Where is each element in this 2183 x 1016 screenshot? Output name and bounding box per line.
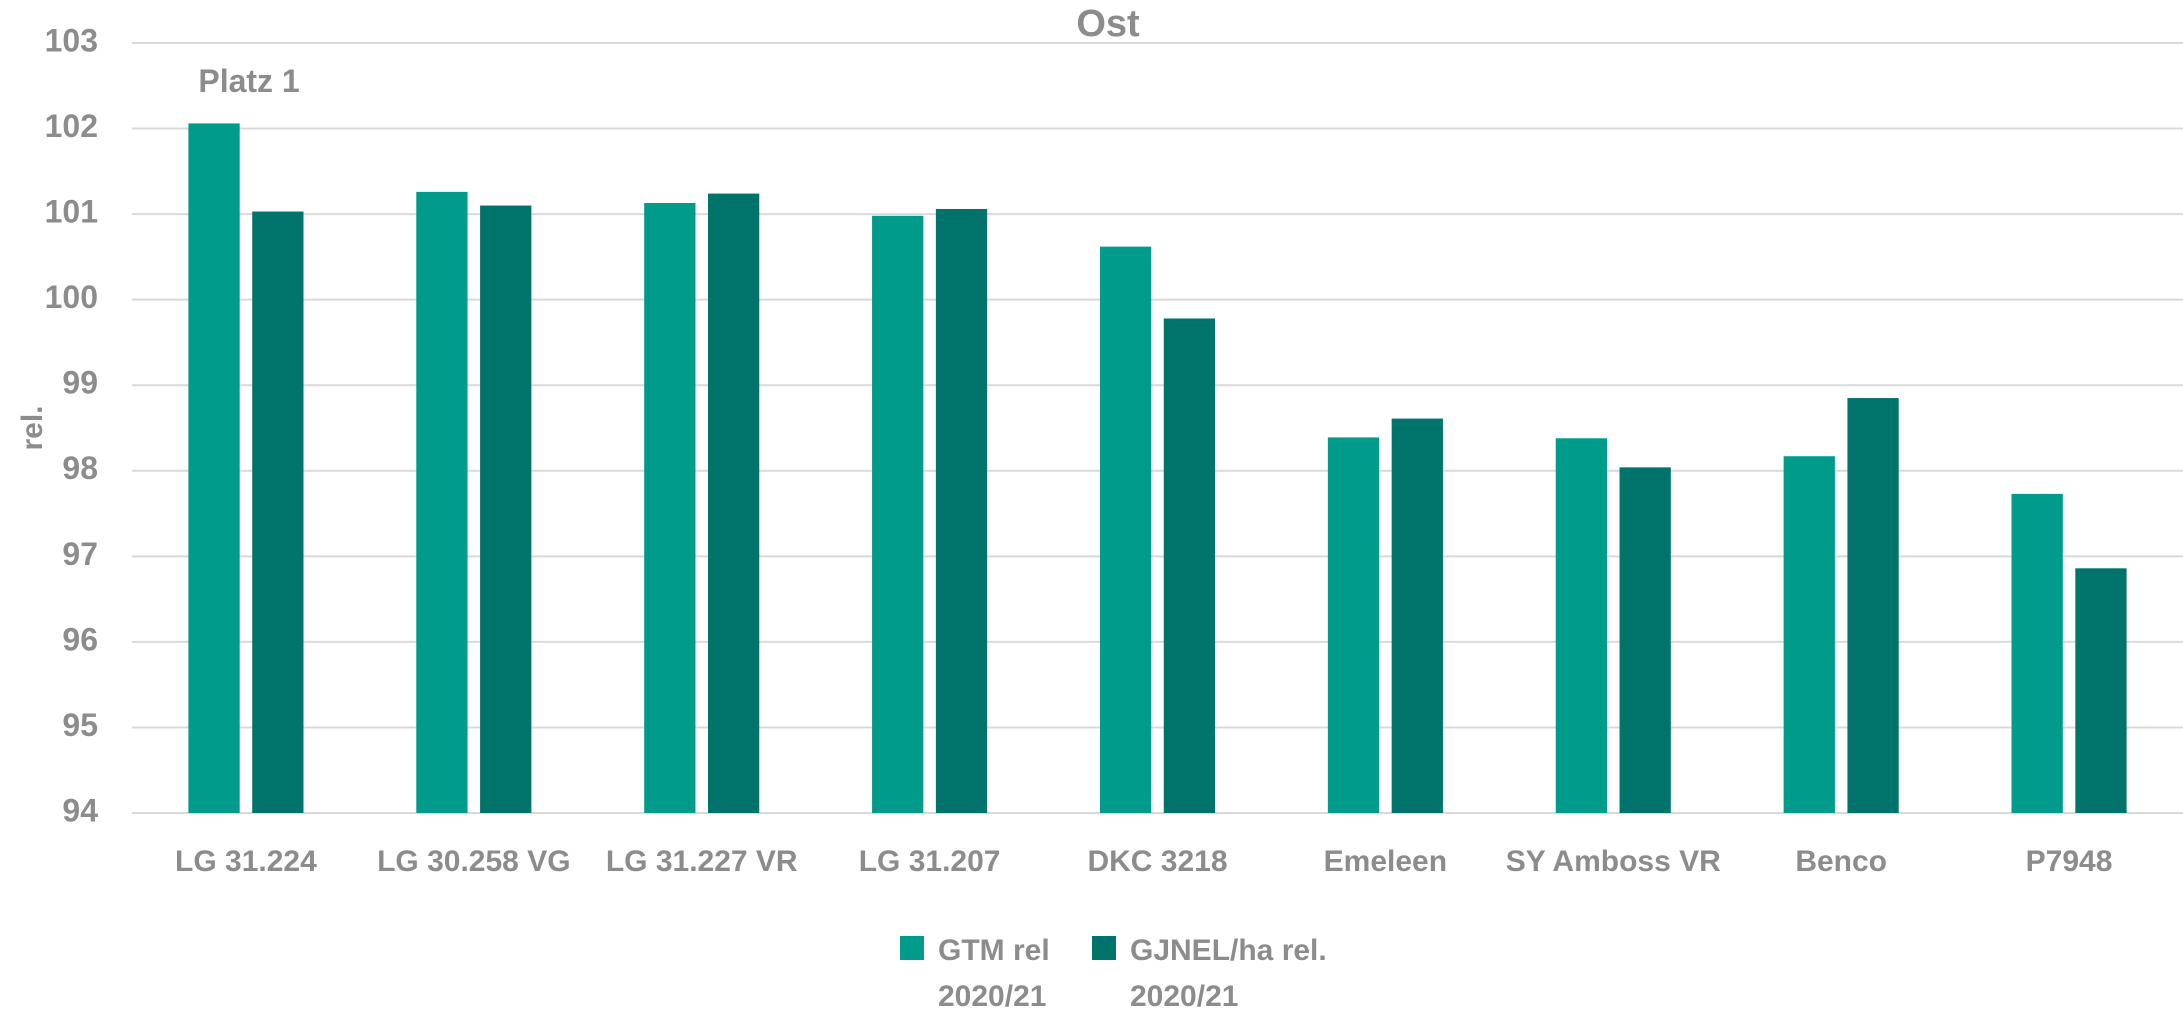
- x-tick-label: DKC 3218: [1087, 845, 1227, 878]
- bar: [1847, 398, 1899, 813]
- bar: [252, 211, 304, 814]
- x-tick-label: LG 31.227 VR: [606, 845, 798, 878]
- y-tick-label: 94: [62, 792, 98, 828]
- bar: [1555, 438, 1608, 813]
- x-tick-label: LG 31.207: [859, 845, 1001, 878]
- legend-label: GTM rel 2020/21: [938, 934, 1050, 1013]
- legend-swatch: [1092, 936, 1116, 960]
- bar: [188, 123, 240, 813]
- bar: [1327, 437, 1380, 813]
- y-axis-label: rel.: [16, 405, 49, 450]
- legend-swatch: [900, 936, 924, 960]
- bar: [1163, 318, 1216, 813]
- bar: [1099, 246, 1152, 814]
- legend-item: GJNEL/ha rel. 2020/21: [1092, 928, 1345, 1016]
- y-tick-label: 98: [62, 450, 98, 486]
- y-tick-label: 101: [45, 194, 98, 230]
- y-tick-label: 100: [45, 279, 98, 315]
- legend-item: GTM rel 2020/21: [900, 928, 1153, 1016]
- y-tick-label: 102: [45, 108, 98, 144]
- bar: [2075, 568, 2127, 813]
- bar: [480, 205, 532, 814]
- bar: [644, 202, 696, 813]
- y-tick-label: 99: [62, 365, 98, 401]
- bar: [1619, 467, 1671, 813]
- x-tick-label: Emeleen: [1324, 845, 1447, 878]
- legend-label: GJNEL/ha rel. 2020/21: [1130, 934, 1327, 1013]
- y-tick-label: 103: [45, 22, 98, 58]
- bar: [416, 191, 468, 813]
- bar: [935, 208, 988, 813]
- chart-title: Ost: [1076, 3, 1140, 45]
- y-tick-label: 96: [62, 621, 98, 657]
- bar: [1783, 456, 1835, 813]
- annotation: Platz 1: [198, 63, 299, 99]
- y-tick-label: 95: [62, 707, 98, 743]
- x-tick-label: LG 31.224: [175, 845, 317, 878]
- bar: [1391, 418, 1443, 813]
- x-tick-label: LG 30.258 VG: [377, 845, 570, 878]
- x-tick-label: P7948: [2026, 845, 2113, 878]
- bar: [872, 215, 924, 814]
- bar: [707, 193, 760, 814]
- bar: [2011, 493, 2063, 813]
- y-tick-label: 97: [62, 536, 98, 572]
- x-tick-label: SY Amboss VR: [1506, 845, 1721, 878]
- x-tick-label: Benco: [1795, 845, 1887, 878]
